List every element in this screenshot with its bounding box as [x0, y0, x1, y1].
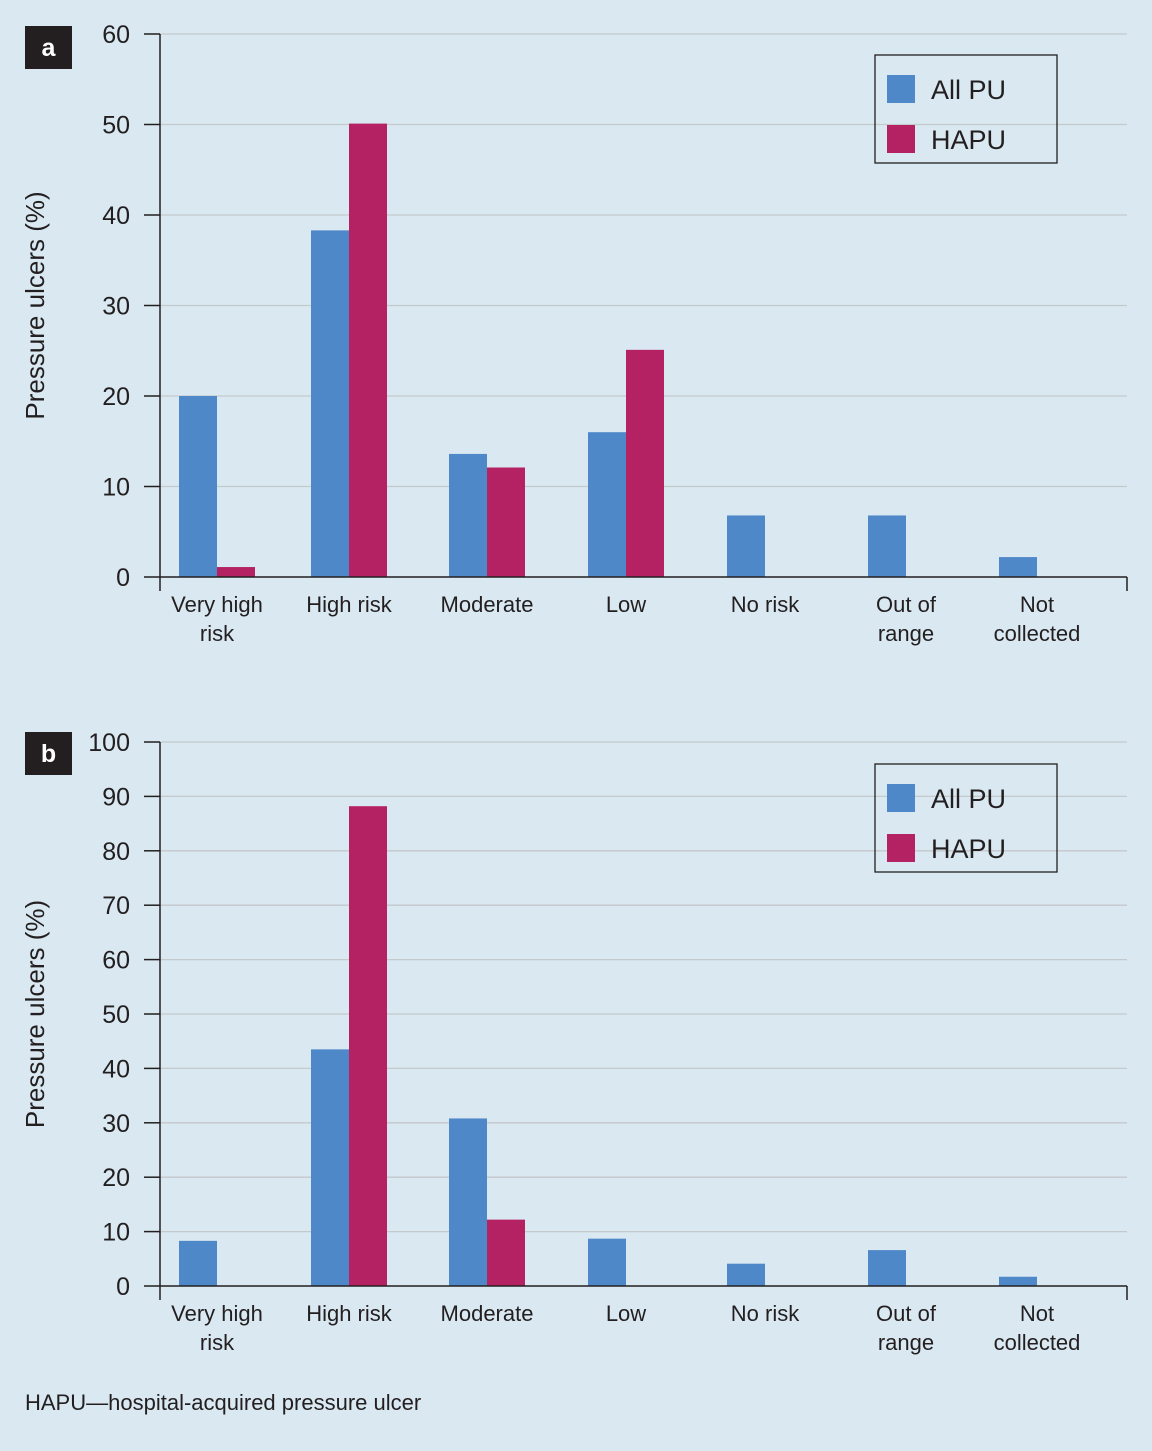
y-tick-label: 10 [102, 474, 130, 502]
y-tick-label: 100 [88, 729, 130, 757]
bar-all-pu [999, 557, 1037, 577]
bar-all-pu [999, 1276, 1037, 1286]
y-tick-label: 30 [102, 293, 130, 321]
x-tick-label: Very high [171, 1301, 263, 1326]
x-tick-label: collected [994, 1330, 1081, 1355]
x-tick-label: Out of [876, 592, 937, 617]
x-tick-label: Low [606, 592, 646, 617]
bar-all-pu [311, 230, 349, 577]
y-tick-label: 0 [116, 564, 130, 592]
x-tick-label: High risk [306, 592, 393, 617]
chart-a: Very high risk High risk Moderate Low No risk… [20, 21, 1128, 646]
x-tick-label: Moderate [441, 1301, 534, 1326]
bar-all-pu [179, 1240, 217, 1286]
x-tick-label: Not [1020, 1301, 1054, 1326]
x-tick-label: Moderate [441, 592, 534, 617]
legend-swatch-all-pu [887, 75, 915, 103]
bar-all-pu [588, 432, 626, 577]
bar-all-pu [449, 453, 487, 577]
x-tick-label: Very high [171, 592, 263, 617]
y-axis-label: Pressure ulcers (%) [20, 900, 50, 1128]
x-tick-label: risk [200, 1330, 235, 1355]
footnote: HAPU—hospital-acquired pressure ulcer [25, 1390, 422, 1415]
y-tick-label: 10 [102, 1219, 130, 1247]
y-tick-label: 20 [102, 1164, 130, 1192]
bar-all-pu [311, 1049, 349, 1286]
bar-all-pu [868, 515, 906, 577]
y-tick-label: 0 [116, 1273, 130, 1301]
bar-all-pu [727, 1263, 765, 1286]
legend-swatch-hapu [887, 125, 915, 153]
legend-label-all-pu: All PU [931, 784, 1006, 814]
y-tick-label: 80 [102, 838, 130, 866]
bar-hapu [487, 467, 525, 577]
bar-all-pu [449, 1118, 487, 1286]
y-tick-label: 60 [102, 21, 130, 49]
y-tick-label: 90 [102, 783, 130, 811]
y-tick-label: 50 [102, 1001, 130, 1029]
x-tick-label: No risk [731, 1301, 800, 1326]
y-tick-label: 30 [102, 1110, 130, 1138]
bar-hapu [349, 123, 387, 577]
panel-label: b [41, 740, 56, 768]
legend-swatch-hapu [887, 834, 915, 862]
legend-swatch-all-pu [887, 784, 915, 812]
x-tick-label: range [878, 621, 934, 646]
y-tick-label: 60 [102, 947, 130, 975]
x-tick-label: Out of [876, 1301, 937, 1326]
bar-hapu [217, 567, 255, 577]
x-tick-label: range [878, 1330, 934, 1355]
bar-hapu [487, 1219, 525, 1286]
x-tick-label: risk [200, 621, 235, 646]
bar-all-pu [727, 515, 765, 577]
legend-box [874, 763, 1058, 873]
legend-label-hapu: HAPU [931, 125, 1006, 155]
y-tick-label: 70 [102, 892, 130, 920]
legend-label-hapu: HAPU [931, 834, 1006, 864]
bar-all-pu [868, 1250, 906, 1286]
y-tick-label: 50 [102, 112, 130, 140]
y-tick-label: 40 [102, 1055, 130, 1083]
chart-b: Very high risk High risk Moderate Low No risk… [20, 729, 1128, 1355]
panel-label-box [25, 732, 72, 775]
x-tick-label: Not [1020, 592, 1054, 617]
panel-label: a [42, 34, 57, 62]
legend-label-all-pu: All PU [931, 75, 1006, 105]
x-tick-label: Low [606, 1301, 646, 1326]
y-tick-label: 40 [102, 202, 130, 230]
x-tick-label: High risk [306, 1301, 393, 1326]
legend-box [874, 54, 1058, 164]
bar-hapu [349, 806, 387, 1286]
bar-hapu [626, 349, 664, 577]
x-tick-label: collected [994, 621, 1081, 646]
bar-all-pu [588, 1238, 626, 1286]
panel-label-box [25, 26, 72, 69]
y-tick-label: 20 [102, 383, 130, 411]
bar-all-pu [179, 396, 217, 577]
x-tick-label: No risk [731, 592, 800, 617]
y-axis-label: Pressure ulcers (%) [20, 191, 50, 419]
